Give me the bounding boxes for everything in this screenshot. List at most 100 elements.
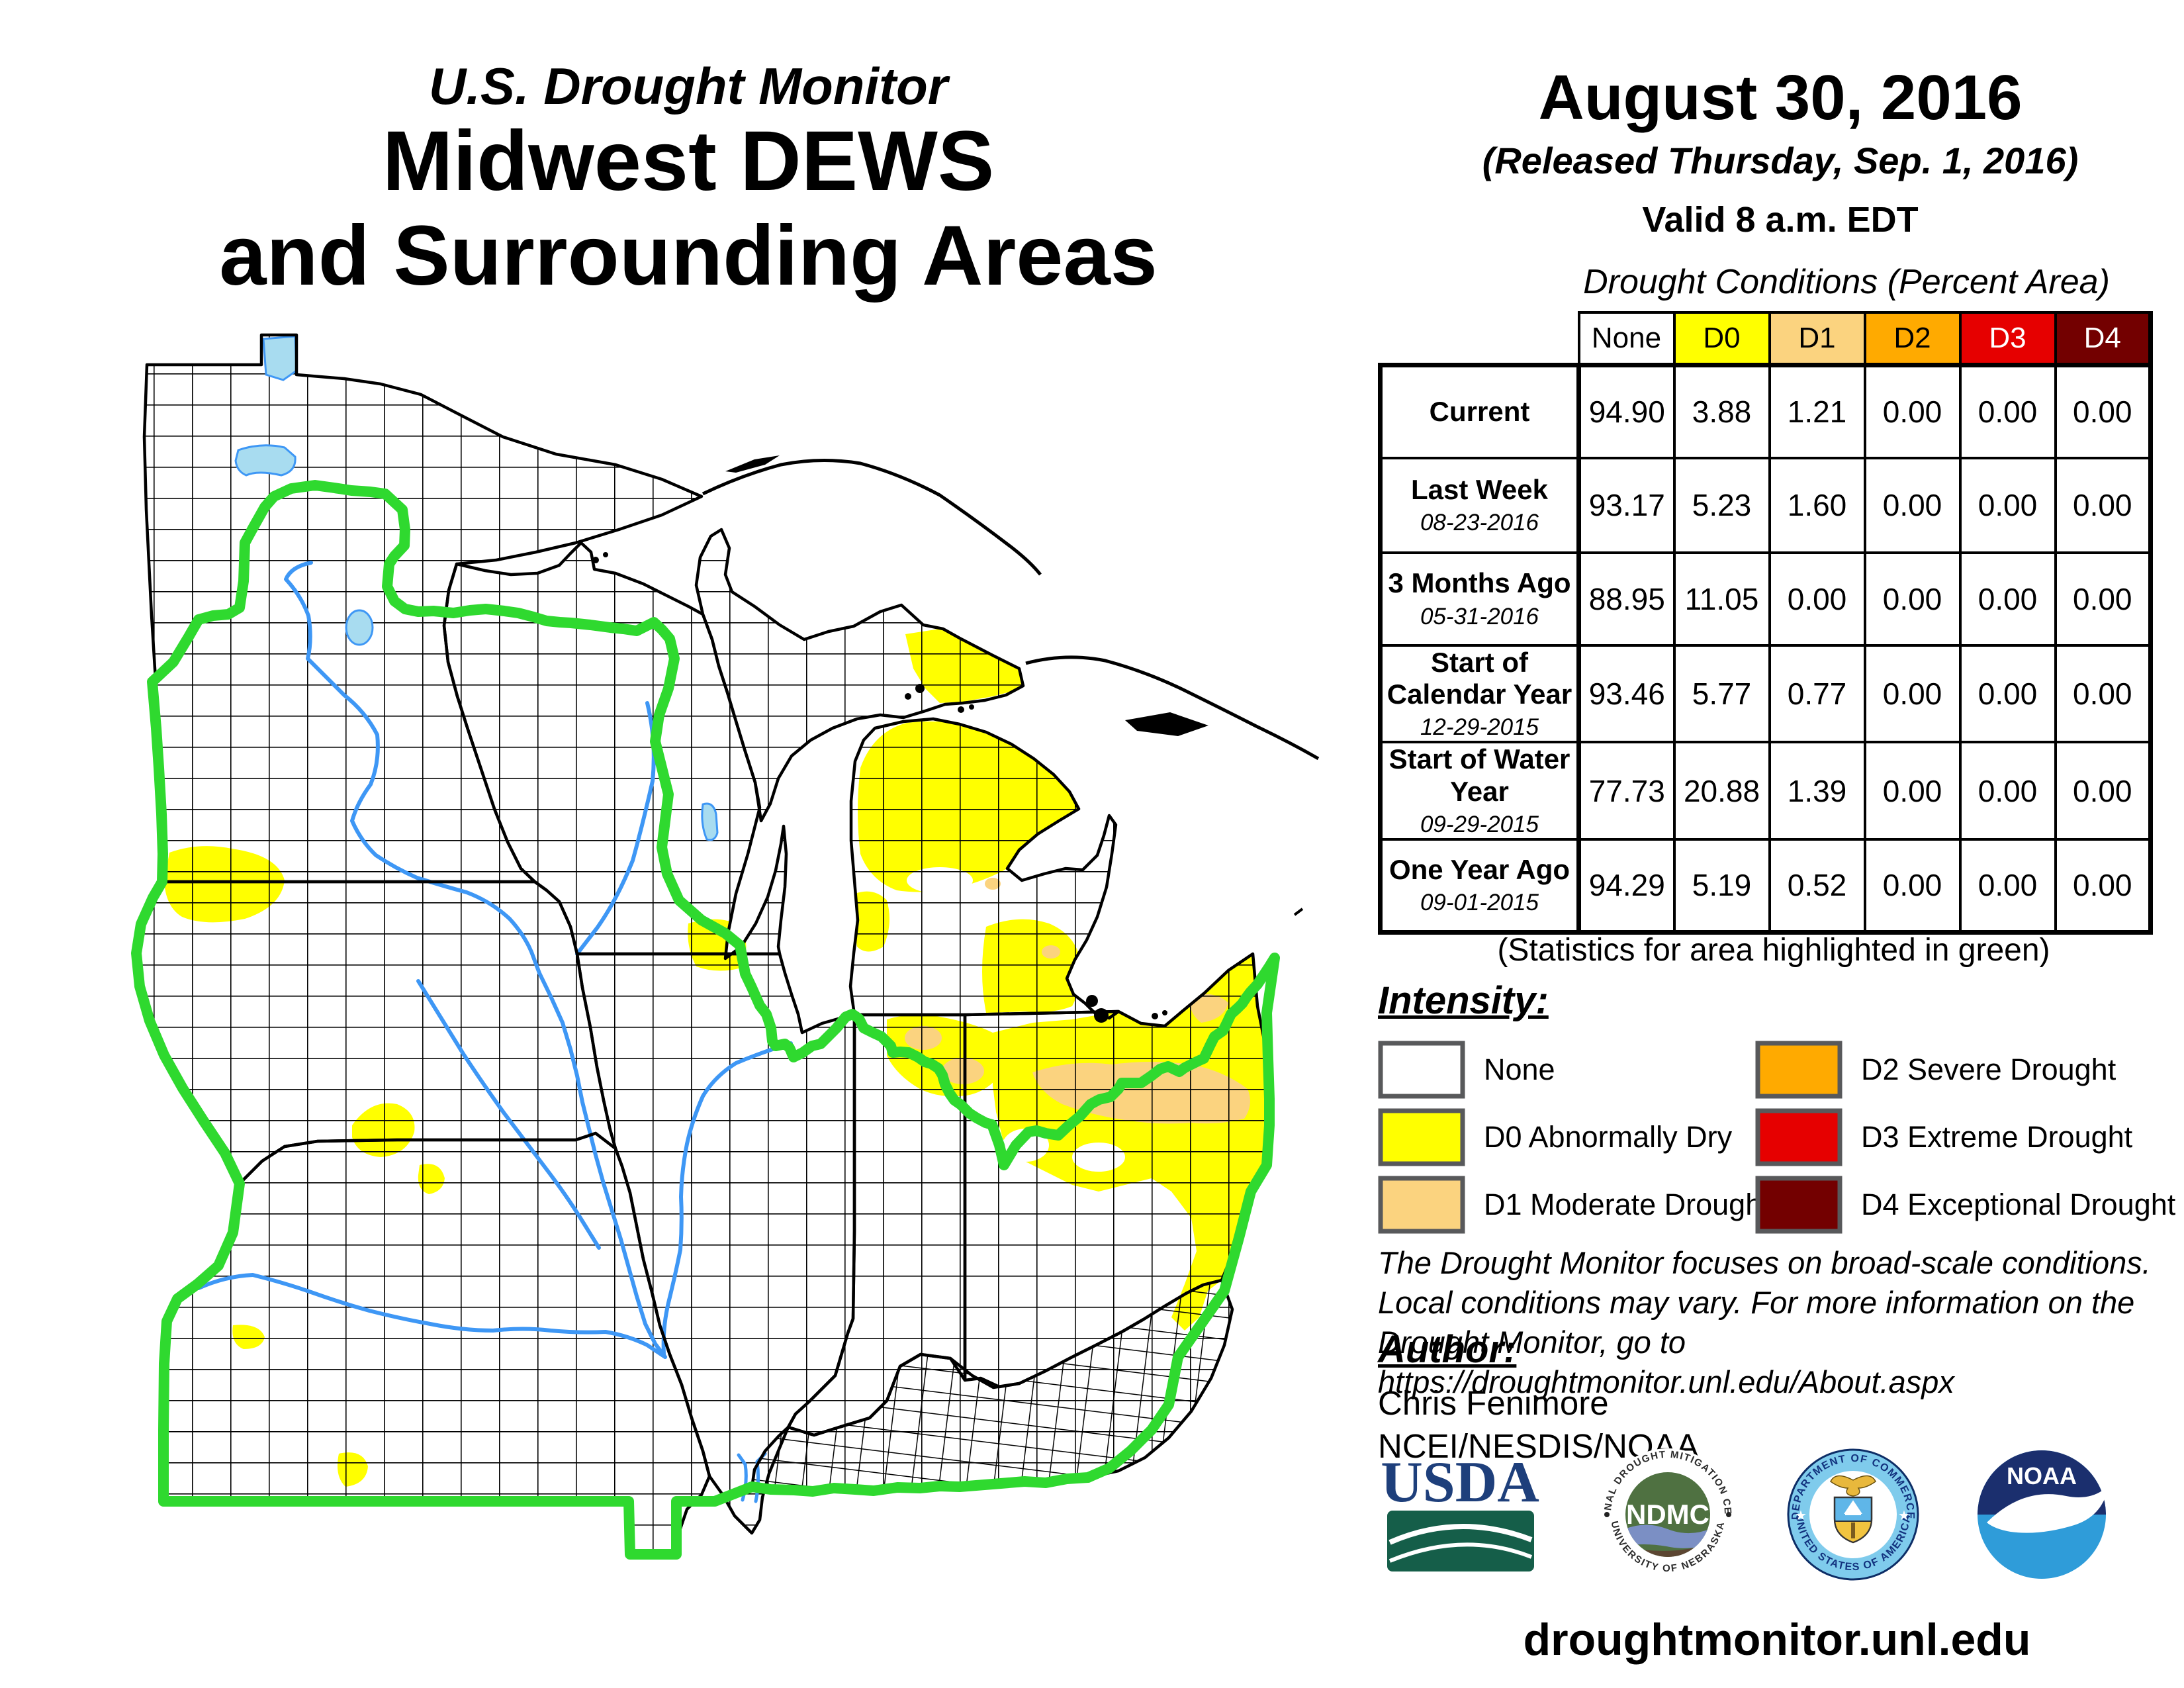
lake-superior-north-shore xyxy=(702,458,1042,576)
row-label-start-calendar-year: Start of Calendar Year 12-29-2015 xyxy=(1378,643,1581,744)
cell-value: 0.00 xyxy=(1863,643,1962,744)
legend-label: D3 Extreme Drought xyxy=(1861,1120,2133,1154)
author-heading: Author: xyxy=(1378,1328,1517,1371)
legend-label: None xyxy=(1484,1053,1555,1086)
cell-value: 77.73 xyxy=(1577,741,1676,841)
map-tick-mark xyxy=(1293,908,1304,916)
cell-value: 94.90 xyxy=(1577,363,1676,459)
table-row: Start of Water Year 09-29-2015 77.73 20.8… xyxy=(1378,741,2153,841)
usda-logo: USDA xyxy=(1381,1450,1539,1571)
table-footnote: (Statistics for area highlighted in gree… xyxy=(1497,933,2050,968)
author-name: Chris Fenimore xyxy=(1378,1384,1609,1422)
cell-value: 0.00 xyxy=(1958,741,2057,841)
missouri-river xyxy=(197,1273,667,1359)
disclaimer-line: The Drought Monitor focuses on broad-sca… xyxy=(1378,1245,2151,1280)
release-date: (Released Thursday, Sep. 1, 2016) xyxy=(1482,140,2079,181)
cell-value: 5.77 xyxy=(1672,643,1771,744)
legend-chip-none xyxy=(1378,1041,1465,1099)
cell-value: 0.00 xyxy=(2054,363,2153,459)
legend-item-d3: D3 Extreme Drought xyxy=(1755,1108,2132,1166)
usda-swoosh xyxy=(1388,1542,1533,1563)
illinois-river xyxy=(661,1041,793,1356)
cell-value: 5.19 xyxy=(1672,838,1771,935)
intensity-heading: Intensity: xyxy=(1378,979,1549,1022)
legend-chip-d4 xyxy=(1755,1176,1843,1234)
cell-value: 3.88 xyxy=(1672,363,1771,459)
col-header-d1: D1 xyxy=(1768,311,1866,367)
table-caption: Drought Conditions (Percent Area) xyxy=(1583,263,2110,301)
noaa-logo: NOAA xyxy=(1978,1450,2109,1579)
apostle-island xyxy=(592,557,599,563)
usda-swoosh xyxy=(1388,1524,1533,1545)
cell-value: 0.77 xyxy=(1768,643,1866,744)
kentucky-lakes xyxy=(737,1452,767,1503)
table-row: 3 Months Ago 05-31-2016 88.95 11.05 0.00 … xyxy=(1378,551,2153,647)
map-date: August 30, 2016 xyxy=(1538,62,2023,133)
ndmc-wordmark: NDMC xyxy=(1626,1499,1709,1530)
legend-chip-d0 xyxy=(1378,1108,1465,1166)
lake-of-the-woods xyxy=(262,335,298,381)
noaa-wordmark: NOAA xyxy=(2007,1462,2077,1489)
apostle-island xyxy=(603,552,608,557)
col-header-d4: D4 xyxy=(2054,311,2153,367)
row-label-current: Current xyxy=(1378,363,1581,459)
disclaimer-line: Local conditions may vary. For more info… xyxy=(1378,1285,2135,1321)
usda-green-field xyxy=(1387,1511,1534,1571)
table-header-row: None D0 D1 D2 D3 D4 xyxy=(1381,311,2153,367)
cell-value: 93.17 xyxy=(1577,456,1676,554)
table-row: One Year Ago 09-01-2015 94.29 5.19 0.52 0… xyxy=(1378,838,2153,935)
cell-value: 20.88 xyxy=(1672,741,1771,841)
cell-value: 0.00 xyxy=(2054,838,2153,935)
cell-value: 1.60 xyxy=(1768,456,1866,554)
cell-value: 0.52 xyxy=(1768,838,1866,935)
cell-value: 0.00 xyxy=(1958,456,2057,554)
cell-value: 11.05 xyxy=(1672,551,1771,647)
cell-value: 5.23 xyxy=(1672,456,1771,554)
lake-winnebago xyxy=(701,802,719,841)
shorelines-and-islands xyxy=(592,455,1320,1023)
doc-eagle xyxy=(1830,1475,1876,1497)
legend-label: D4 Exceptional Drought xyxy=(1861,1188,2176,1221)
table-corner-cell xyxy=(1381,312,1579,365)
mississippi-river xyxy=(284,561,667,1359)
row-label-last-week: Last Week 08-23-2016 xyxy=(1378,456,1581,554)
red-lake xyxy=(234,444,296,477)
page-title: U.S. Drought Monitor xyxy=(428,57,948,115)
col-header-none: None xyxy=(1577,311,1676,367)
date-block: August 30, 2016 (Released Thursday, Sep.… xyxy=(1410,66,2151,240)
table-row: Last Week 08-23-2016 93.17 5.23 1.60 0.00… xyxy=(1378,456,2153,554)
legend-label: D0 Abnormally Dry xyxy=(1484,1120,1733,1154)
isle-royale xyxy=(725,455,780,473)
doc-ship xyxy=(1844,1500,1862,1515)
agency-logos: USDA NDMC NATIONAL DROUGHT MITIGATION CE… xyxy=(1363,1436,2109,1581)
small-lakes xyxy=(234,335,719,841)
legend-item-d1: D1 Moderate Drought xyxy=(1378,1176,1770,1234)
erie-island xyxy=(1152,1013,1158,1019)
cell-value: 1.39 xyxy=(1768,741,1866,841)
legend-chip-d1 xyxy=(1378,1176,1465,1234)
cell-value: 0.00 xyxy=(1958,363,2057,459)
legend-label: D2 Severe Drought xyxy=(1861,1053,2116,1086)
straits-island xyxy=(958,706,964,713)
cell-value: 1.21 xyxy=(1768,363,1866,459)
footer-url[interactable]: droughtmonitor.unl.edu xyxy=(1523,1615,2031,1665)
legend-item-d4: D4 Exceptional Drought xyxy=(1755,1176,2175,1234)
beaver-island xyxy=(905,693,911,700)
ndmc-ring-dot xyxy=(1604,1512,1610,1517)
cell-value: 0.00 xyxy=(2054,741,2153,841)
doc-star: ★ xyxy=(1795,1509,1807,1523)
doc-star: ★ xyxy=(1898,1509,1910,1523)
lake-st-clair xyxy=(1086,995,1098,1007)
ndmc-ring-dot xyxy=(1726,1512,1731,1517)
noaa-seagull xyxy=(1987,1485,2109,1533)
page-subtitle-region2: and Surrounding Areas xyxy=(219,209,1158,304)
cell-value: 94.29 xyxy=(1577,838,1676,935)
cell-value: 0.00 xyxy=(1863,741,1962,841)
cell-value: 0.00 xyxy=(2054,456,2153,554)
county-lines xyxy=(136,335,1269,1554)
valid-time: Valid 8 a.m. EDT xyxy=(1642,200,1919,240)
disclaimer-link-line[interactable]: Drought Monitor, go to https://droughtmo… xyxy=(1378,1325,1954,1400)
col-header-d0: D0 xyxy=(1672,311,1771,367)
